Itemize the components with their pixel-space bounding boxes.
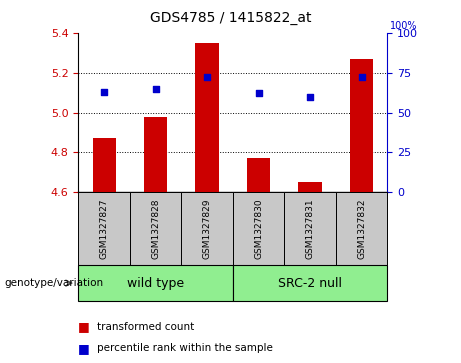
- Bar: [130, 192, 181, 265]
- Bar: [144, 117, 167, 192]
- Text: GSM1327827: GSM1327827: [100, 199, 109, 259]
- Point: [152, 86, 160, 91]
- Text: GSM1327832: GSM1327832: [357, 199, 366, 259]
- Point: [358, 74, 365, 80]
- Text: transformed count: transformed count: [97, 322, 194, 332]
- Bar: [350, 59, 373, 192]
- Text: percentile rank within the sample: percentile rank within the sample: [97, 343, 273, 354]
- Text: GSM1327829: GSM1327829: [202, 199, 212, 259]
- Text: GSM1327828: GSM1327828: [151, 199, 160, 259]
- Point: [306, 94, 313, 99]
- Text: GSM1327830: GSM1327830: [254, 198, 263, 259]
- Bar: [298, 182, 322, 192]
- Text: GDS4785 / 1415822_at: GDS4785 / 1415822_at: [150, 11, 311, 25]
- Text: ■: ■: [78, 320, 90, 333]
- Text: GSM1327831: GSM1327831: [306, 198, 314, 259]
- Point: [100, 89, 108, 95]
- Bar: [284, 192, 336, 265]
- Text: 100%: 100%: [390, 21, 417, 31]
- Text: wild type: wild type: [127, 277, 184, 290]
- Bar: [181, 192, 233, 265]
- Bar: [78, 265, 233, 301]
- Text: SRC-2 null: SRC-2 null: [278, 277, 342, 290]
- Bar: [247, 159, 270, 192]
- Point: [255, 90, 262, 96]
- Text: genotype/variation: genotype/variation: [5, 278, 104, 288]
- Bar: [233, 192, 284, 265]
- Bar: [195, 43, 219, 192]
- Bar: [233, 265, 387, 301]
- Bar: [78, 192, 130, 265]
- Bar: [336, 192, 387, 265]
- Bar: [93, 138, 116, 192]
- Point: [203, 74, 211, 80]
- Text: ■: ■: [78, 342, 90, 355]
